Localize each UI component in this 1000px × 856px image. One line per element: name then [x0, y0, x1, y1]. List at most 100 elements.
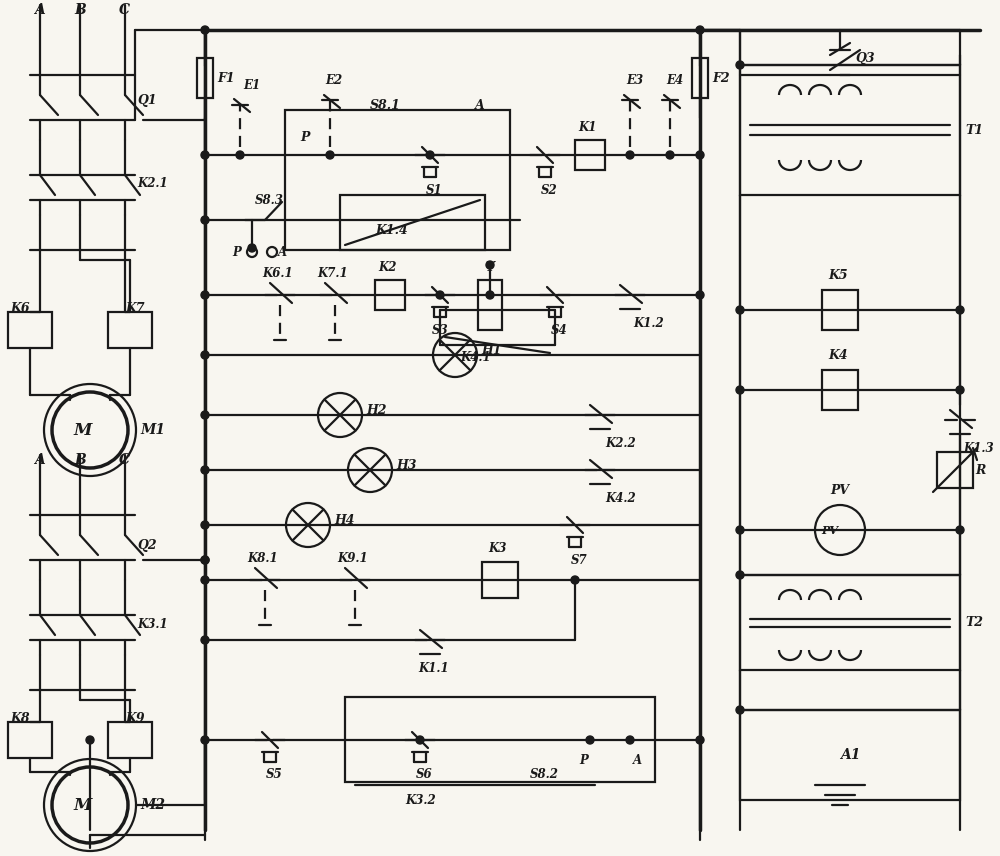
Bar [692, 58, 708, 98]
Text: M: M [74, 796, 92, 813]
Text: B: B [74, 453, 86, 467]
Text: K7: K7 [125, 301, 145, 314]
Text: S7: S7 [571, 554, 588, 567]
Circle shape [571, 576, 579, 584]
Text: S1: S1 [426, 183, 443, 197]
Circle shape [201, 466, 209, 474]
Bar [108, 312, 152, 348]
Text: R: R [975, 463, 985, 477]
Circle shape [201, 636, 209, 644]
Text: PV: PV [830, 484, 849, 496]
Text: E4: E4 [666, 74, 683, 86]
Circle shape [956, 306, 964, 314]
Bar [482, 562, 518, 598]
Circle shape [626, 736, 634, 744]
Text: K6: K6 [10, 301, 30, 314]
Bar [740, 575, 960, 670]
Bar [8, 312, 52, 348]
Bar [345, 697, 655, 782]
Text: H1: H1 [481, 343, 502, 356]
Circle shape [201, 736, 209, 744]
Text: T2: T2 [965, 616, 983, 629]
Text: K2.1: K2.1 [137, 176, 168, 189]
Text: K7.1: K7.1 [317, 266, 348, 280]
Circle shape [201, 556, 209, 564]
Bar [937, 452, 973, 488]
Circle shape [586, 736, 594, 744]
Text: H3: H3 [396, 459, 416, 472]
Text: A: A [278, 246, 287, 259]
Text: A: A [34, 453, 45, 467]
Bar [340, 195, 485, 250]
Text: E2: E2 [325, 74, 342, 86]
Text: C: C [119, 3, 130, 17]
Text: S4: S4 [551, 324, 568, 336]
Text: Q1: Q1 [137, 93, 157, 106]
Text: P: P [232, 246, 241, 259]
Circle shape [248, 244, 256, 252]
Bar [197, 58, 213, 98]
Text: P: P [300, 130, 309, 144]
Circle shape [696, 151, 704, 159]
Text: E1: E1 [243, 79, 260, 92]
Text: S6: S6 [416, 769, 433, 782]
Circle shape [956, 526, 964, 534]
Text: Q2: Q2 [137, 538, 157, 551]
Text: K4.1: K4.1 [460, 350, 491, 364]
Text: S8.2: S8.2 [530, 769, 559, 782]
Text: K4.2: K4.2 [605, 491, 636, 504]
Circle shape [201, 411, 209, 419]
Text: K9.1: K9.1 [337, 551, 368, 564]
Bar [822, 290, 858, 330]
Circle shape [736, 386, 744, 394]
Circle shape [736, 706, 744, 714]
Circle shape [201, 521, 209, 529]
Circle shape [696, 291, 704, 299]
Text: K3.1: K3.1 [137, 619, 168, 632]
Text: A: A [475, 98, 485, 111]
Circle shape [696, 736, 704, 744]
Text: K1.3: K1.3 [963, 442, 994, 455]
Bar [740, 710, 960, 800]
Text: A: A [34, 3, 45, 17]
Circle shape [201, 216, 209, 224]
Circle shape [736, 61, 744, 69]
Circle shape [736, 526, 744, 534]
Circle shape [416, 736, 424, 744]
Circle shape [236, 151, 244, 159]
Text: S2: S2 [541, 183, 558, 197]
Bar [285, 110, 510, 250]
Text: K5: K5 [828, 269, 848, 282]
Text: M1: M1 [140, 423, 165, 437]
Text: K3.2: K3.2 [405, 794, 436, 806]
Text: Q3: Q3 [855, 51, 875, 64]
Circle shape [436, 291, 444, 299]
Circle shape [486, 261, 494, 269]
Text: H4: H4 [334, 514, 354, 526]
Circle shape [956, 386, 964, 394]
Circle shape [201, 576, 209, 584]
Circle shape [426, 151, 434, 159]
Circle shape [666, 151, 674, 159]
Text: K8: K8 [10, 711, 30, 724]
Text: S3: S3 [432, 324, 449, 336]
Circle shape [86, 736, 94, 744]
Text: K1.4: K1.4 [375, 223, 408, 236]
Bar [375, 280, 405, 310]
Text: S8.1: S8.1 [370, 98, 401, 111]
Text: A1: A1 [840, 748, 860, 762]
Text: K2: K2 [378, 260, 396, 274]
Text: T1: T1 [965, 123, 983, 136]
Circle shape [736, 306, 744, 314]
Circle shape [201, 151, 209, 159]
Text: B: B [74, 3, 86, 17]
Circle shape [736, 571, 744, 579]
Circle shape [201, 556, 209, 564]
Circle shape [201, 351, 209, 359]
Text: C: C [119, 453, 130, 467]
Bar [478, 280, 502, 330]
Text: S8.3: S8.3 [255, 193, 284, 206]
Bar [108, 722, 152, 758]
Text: K3: K3 [488, 542, 506, 555]
Text: F1: F1 [217, 72, 235, 85]
